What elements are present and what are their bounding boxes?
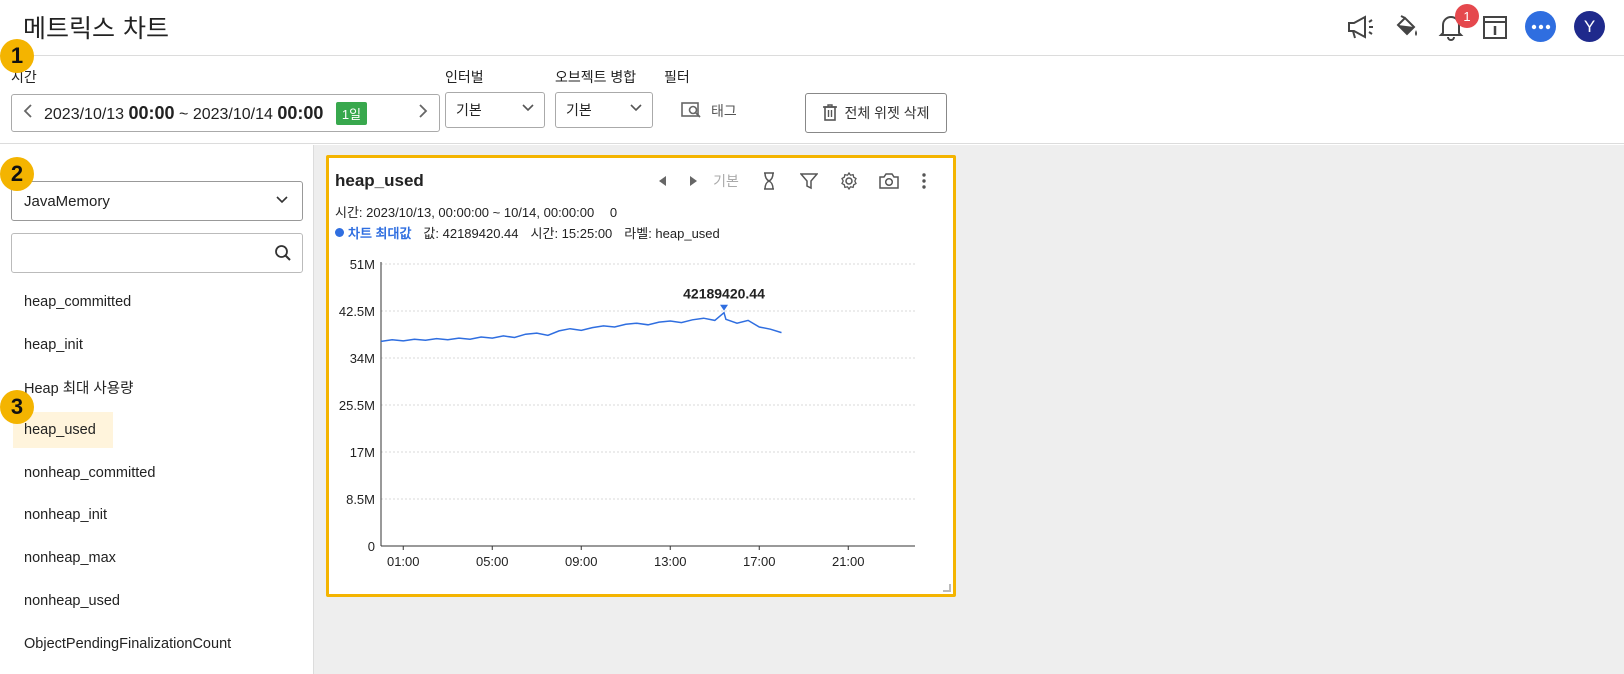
interval-value: 기본: [456, 102, 482, 118]
notification-badge: 1: [1455, 4, 1479, 28]
delete-all-widgets-button[interactable]: 전체 위젯 삭제: [805, 93, 947, 133]
avatar[interactable]: Y: [1574, 11, 1605, 42]
prev-icon[interactable]: [643, 169, 683, 193]
megaphone-icon[interactable]: [1345, 12, 1375, 42]
delete-all-label: 전체 위젯 삭제: [844, 105, 930, 121]
chevron-down-icon: [276, 192, 288, 207]
line-chart[interactable]: 0 8.5M 17M 25.5M 34M 42.5M 51M 01:00 05:00 09:00 1…: [329, 246, 953, 586]
y-tick-label: 25.5M: [339, 398, 375, 413]
list-item[interactable]: heap_init: [24, 336, 83, 353]
info-panel-icon[interactable]: [1480, 12, 1510, 42]
chat-icon[interactable]: [1525, 11, 1556, 42]
hourglass-icon[interactable]: [749, 169, 789, 193]
metric-sidebar: JavaMemory heap_committed heap_init Heap…: [0, 145, 314, 674]
max-marker-icon: [720, 304, 729, 311]
legend-max-label: 차트 최대값: [348, 226, 412, 241]
metric-search-input[interactable]: [22, 234, 262, 270]
list-item[interactable]: nonheap_committed: [24, 464, 156, 481]
list-item[interactable]: ObjectPendingFinalizationCount: [24, 635, 232, 652]
list-item[interactable]: nonheap_max: [24, 550, 116, 567]
step-marker-3: 3: [0, 390, 34, 424]
time-end-date: 2023/10/14: [192, 105, 273, 123]
x-tick-label: 17:00: [743, 554, 776, 569]
list-item[interactable]: Heap 최대 사용량: [24, 380, 134, 397]
range-badge: 1일: [335, 101, 368, 125]
next-range-button[interactable]: [407, 103, 439, 124]
next-icon[interactable]: [683, 169, 703, 193]
filter-icon[interactable]: [789, 169, 829, 193]
chevron-down-icon: [522, 101, 534, 115]
chevron-down-icon: [630, 101, 642, 115]
more-vertical-icon[interactable]: [909, 169, 939, 193]
widget-canvas: heap_used 기본 시간: 2023/10/13, 00:00:00 ~ …: [314, 145, 1624, 674]
x-tick-label: 05:00: [476, 554, 509, 569]
time-range-text[interactable]: 2023/10/13 00:00 ~ 2023/10/14 00:00 1일: [44, 101, 368, 125]
info-count: 0: [609, 205, 618, 220]
y-tick-label: 17M: [350, 445, 375, 460]
widget-time-info: 시간: 2023/10/13, 00:00:00 ~ 10/14, 00:00:…: [335, 202, 617, 221]
gear-icon[interactable]: [829, 169, 869, 193]
category-value: JavaMemory: [24, 192, 110, 210]
time-label: 시간: [11, 69, 37, 85]
legend-dot-icon: [335, 228, 344, 237]
prev-range-button[interactable]: [12, 103, 44, 124]
merge-label: 오브젝트 병합: [555, 69, 637, 85]
info-time: 시간: 2023/10/13, 00:00:00 ~ 10/14, 00:00:…: [335, 205, 595, 220]
merge-value: 기본: [566, 102, 592, 118]
widget-legend: 차트 최대값 값: 42189420.44 시간: 15:25:00 라벨: h…: [335, 223, 732, 242]
step-marker-1: 1: [0, 39, 34, 73]
max-value-label: 42189420.44: [683, 286, 765, 302]
filter-toolbar: 시간 2023/10/13 00:00 ~ 2023/10/14 00:00 1…: [0, 56, 1624, 144]
x-tick-label: 13:00: [654, 554, 687, 569]
interval-select[interactable]: 기본: [445, 92, 545, 128]
metric-search: [11, 233, 303, 273]
trash-icon: [822, 103, 838, 124]
y-tick-label: 34M: [350, 351, 375, 366]
time-range-picker[interactable]: 2023/10/13 00:00 ~ 2023/10/14 00:00 1일: [11, 94, 440, 132]
chart-widget[interactable]: heap_used 기본 시간: 2023/10/13, 00:00:00 ~ …: [326, 155, 956, 597]
x-tick-label: 21:00: [832, 554, 865, 569]
bell-icon[interactable]: [1436, 12, 1466, 42]
list-item[interactable]: nonheap_init: [24, 507, 108, 524]
merge-select[interactable]: 기본: [555, 92, 653, 128]
x-tick-label: 09:00: [565, 554, 598, 569]
camera-icon[interactable]: [869, 169, 909, 193]
y-tick-label: 42.5M: [339, 304, 375, 319]
mode-label[interactable]: 기본: [713, 173, 739, 189]
tag-button-label: 태그: [711, 103, 737, 119]
time-start-date: 2023/10/13: [44, 105, 125, 123]
list-item[interactable]: heap_committed: [24, 294, 132, 310]
metric-list: heap_committed heap_init Heap 최대 사용량 hea…: [13, 284, 303, 668]
y-tick-label: 0: [368, 539, 375, 554]
tag-filter-button[interactable]: 태그: [681, 96, 737, 126]
legend-label: 라벨: heap_used: [624, 226, 720, 241]
widget-title: heap_used: [335, 171, 424, 190]
resize-handle[interactable]: [943, 584, 951, 592]
interval-label: 인터벌: [445, 69, 484, 85]
y-tick-label: 8.5M: [346, 492, 375, 507]
list-item[interactable]: nonheap_used: [24, 592, 120, 609]
y-tick-label: 51M: [350, 257, 375, 272]
x-tick-label: 01:00: [387, 554, 420, 569]
series-line: [380, 311, 782, 343]
paint-bucket-icon[interactable]: [1391, 12, 1421, 42]
time-end-time: 00:00: [277, 102, 324, 123]
page-title: 메트릭스 차트: [23, 14, 169, 43]
widget-toolbar: 기본: [643, 169, 939, 193]
legend-time: 시간: 15:25:00: [530, 226, 613, 241]
time-start-time: 00:00: [128, 102, 175, 123]
top-header: 메트릭스 차트 1 Y: [0, 0, 1624, 56]
time-separator: ~: [179, 105, 189, 123]
filter-label: 필터: [664, 69, 690, 85]
step-marker-2: 2: [0, 157, 34, 191]
search-icon[interactable]: [274, 244, 292, 266]
tag-search-icon: [681, 101, 703, 122]
category-select[interactable]: JavaMemory: [11, 181, 303, 221]
legend-value: 값: 42189420.44: [423, 226, 519, 241]
